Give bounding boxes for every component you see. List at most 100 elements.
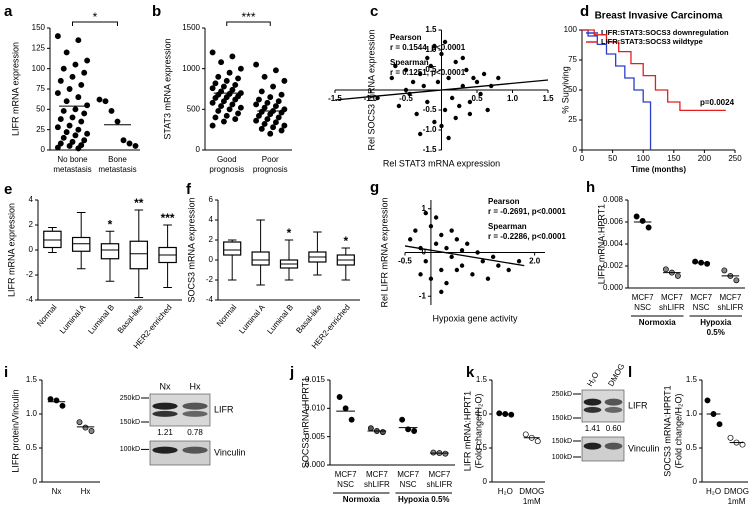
data-point: [232, 96, 239, 103]
box: [129, 240, 149, 270]
data-point: [375, 95, 380, 101]
annotation: Pearson: [488, 197, 520, 206]
box: [251, 251, 270, 266]
category-label: Luminal A: [237, 302, 267, 335]
y-tick-label: 0.008: [603, 195, 624, 204]
data-point: [453, 115, 458, 121]
y-tick-label: 0.015: [305, 375, 326, 384]
data-point: [76, 419, 83, 426]
x-tick-label: 150: [667, 154, 681, 163]
y-tick-label: -4: [206, 295, 214, 304]
data-point: [478, 91, 483, 97]
y-tick-label: -2: [26, 270, 34, 279]
data-point: [459, 263, 465, 268]
data-point: [704, 397, 711, 404]
data-point: [229, 53, 236, 60]
category-label: MCF7: [428, 470, 450, 479]
significance: *: [287, 226, 292, 240]
y-tick-label: 75: [36, 84, 45, 93]
data-point: [209, 122, 216, 129]
data-point: [88, 428, 95, 434]
y-axis-label: LIFR mRNA expression: [10, 42, 20, 136]
data-point: [255, 112, 262, 119]
data-point: [264, 99, 271, 106]
data-point: [474, 79, 480, 85]
y-tick-label: -1: [419, 291, 427, 300]
data-point: [226, 69, 233, 76]
data-point: [721, 267, 728, 274]
data-point: [662, 266, 669, 273]
data-point: [84, 57, 91, 64]
data-point: [444, 280, 449, 286]
data-point: [439, 289, 444, 295]
box: [71, 236, 91, 252]
y-tick-label: 1: [421, 204, 426, 213]
y-tick-label: 0: [209, 255, 214, 264]
y-axis-label: (Fold change/H₂O): [673, 393, 683, 468]
quantification: 0.78: [187, 428, 203, 437]
category-label: Basal-like: [294, 302, 324, 335]
data-point: [75, 37, 82, 44]
blot-band: [604, 398, 623, 406]
quantification: 1.21: [157, 428, 173, 437]
data-point: [485, 107, 490, 113]
y-tick-label: 0.5: [686, 443, 698, 452]
data-point: [60, 108, 67, 114]
data-point: [47, 396, 54, 402]
category-label: MCF7: [397, 470, 419, 479]
y-tick-label: 500: [187, 104, 201, 113]
survival-line: [582, 29, 726, 112]
data-point: [272, 67, 279, 74]
data-point: [78, 118, 85, 125]
y-tick-label: 4: [209, 215, 214, 224]
significance: ***: [161, 211, 175, 225]
data-point: [275, 98, 282, 105]
data-point: [435, 79, 441, 85]
category-label: shLIFR: [659, 303, 685, 312]
quantification: 0.60: [606, 424, 622, 433]
data-point: [411, 428, 418, 434]
y-tick-label: 1.5: [26, 375, 38, 384]
category-label: Luminal B: [86, 303, 116, 336]
y-tick-label: 0.010: [305, 403, 326, 412]
data-point: [57, 77, 64, 84]
panel-label: k: [466, 364, 475, 381]
y-tick-label: 4: [29, 195, 34, 204]
y-axis-label: LIFR mRNA:HPRT1: [596, 204, 606, 284]
data-point: [460, 83, 465, 89]
box: [43, 230, 62, 249]
lane-label: DMOG: [606, 362, 626, 388]
data-point: [428, 63, 434, 69]
data-point: [212, 94, 219, 101]
blot-band: [152, 446, 178, 454]
data-point: [336, 394, 343, 400]
data-point: [399, 416, 406, 423]
quantification: 1.41: [585, 424, 601, 433]
x-tick-label: 1.5: [542, 94, 554, 103]
data-point: [496, 75, 501, 81]
blot-band: [583, 398, 602, 406]
x-tick-label: -1.0: [364, 94, 378, 103]
category-label: 1mM: [523, 497, 541, 506]
data-point: [235, 110, 242, 117]
data-point: [423, 210, 428, 216]
data-point: [218, 103, 225, 110]
chart-title: Breast Invasive Carcinoma: [595, 11, 723, 22]
data-point: [60, 134, 67, 141]
data-point: [418, 71, 423, 77]
x-tick-label: -0.5: [399, 94, 413, 103]
y-tick-label: -1.0: [423, 125, 437, 134]
y-tick-label: 0: [693, 477, 698, 486]
data-point: [444, 245, 449, 251]
blot-membrane: [149, 393, 211, 427]
data-point: [342, 405, 349, 412]
band-label: LIFR: [628, 400, 648, 410]
significance: ***: [241, 10, 255, 24]
x-tick-label: 250: [728, 154, 742, 163]
y-tick-label: 0: [33, 477, 38, 486]
data-point: [126, 140, 133, 147]
data-point: [407, 237, 413, 242]
data-point: [481, 71, 487, 77]
annotation: r = 0.1251, p<0.0001: [390, 68, 466, 77]
data-point: [425, 99, 430, 105]
